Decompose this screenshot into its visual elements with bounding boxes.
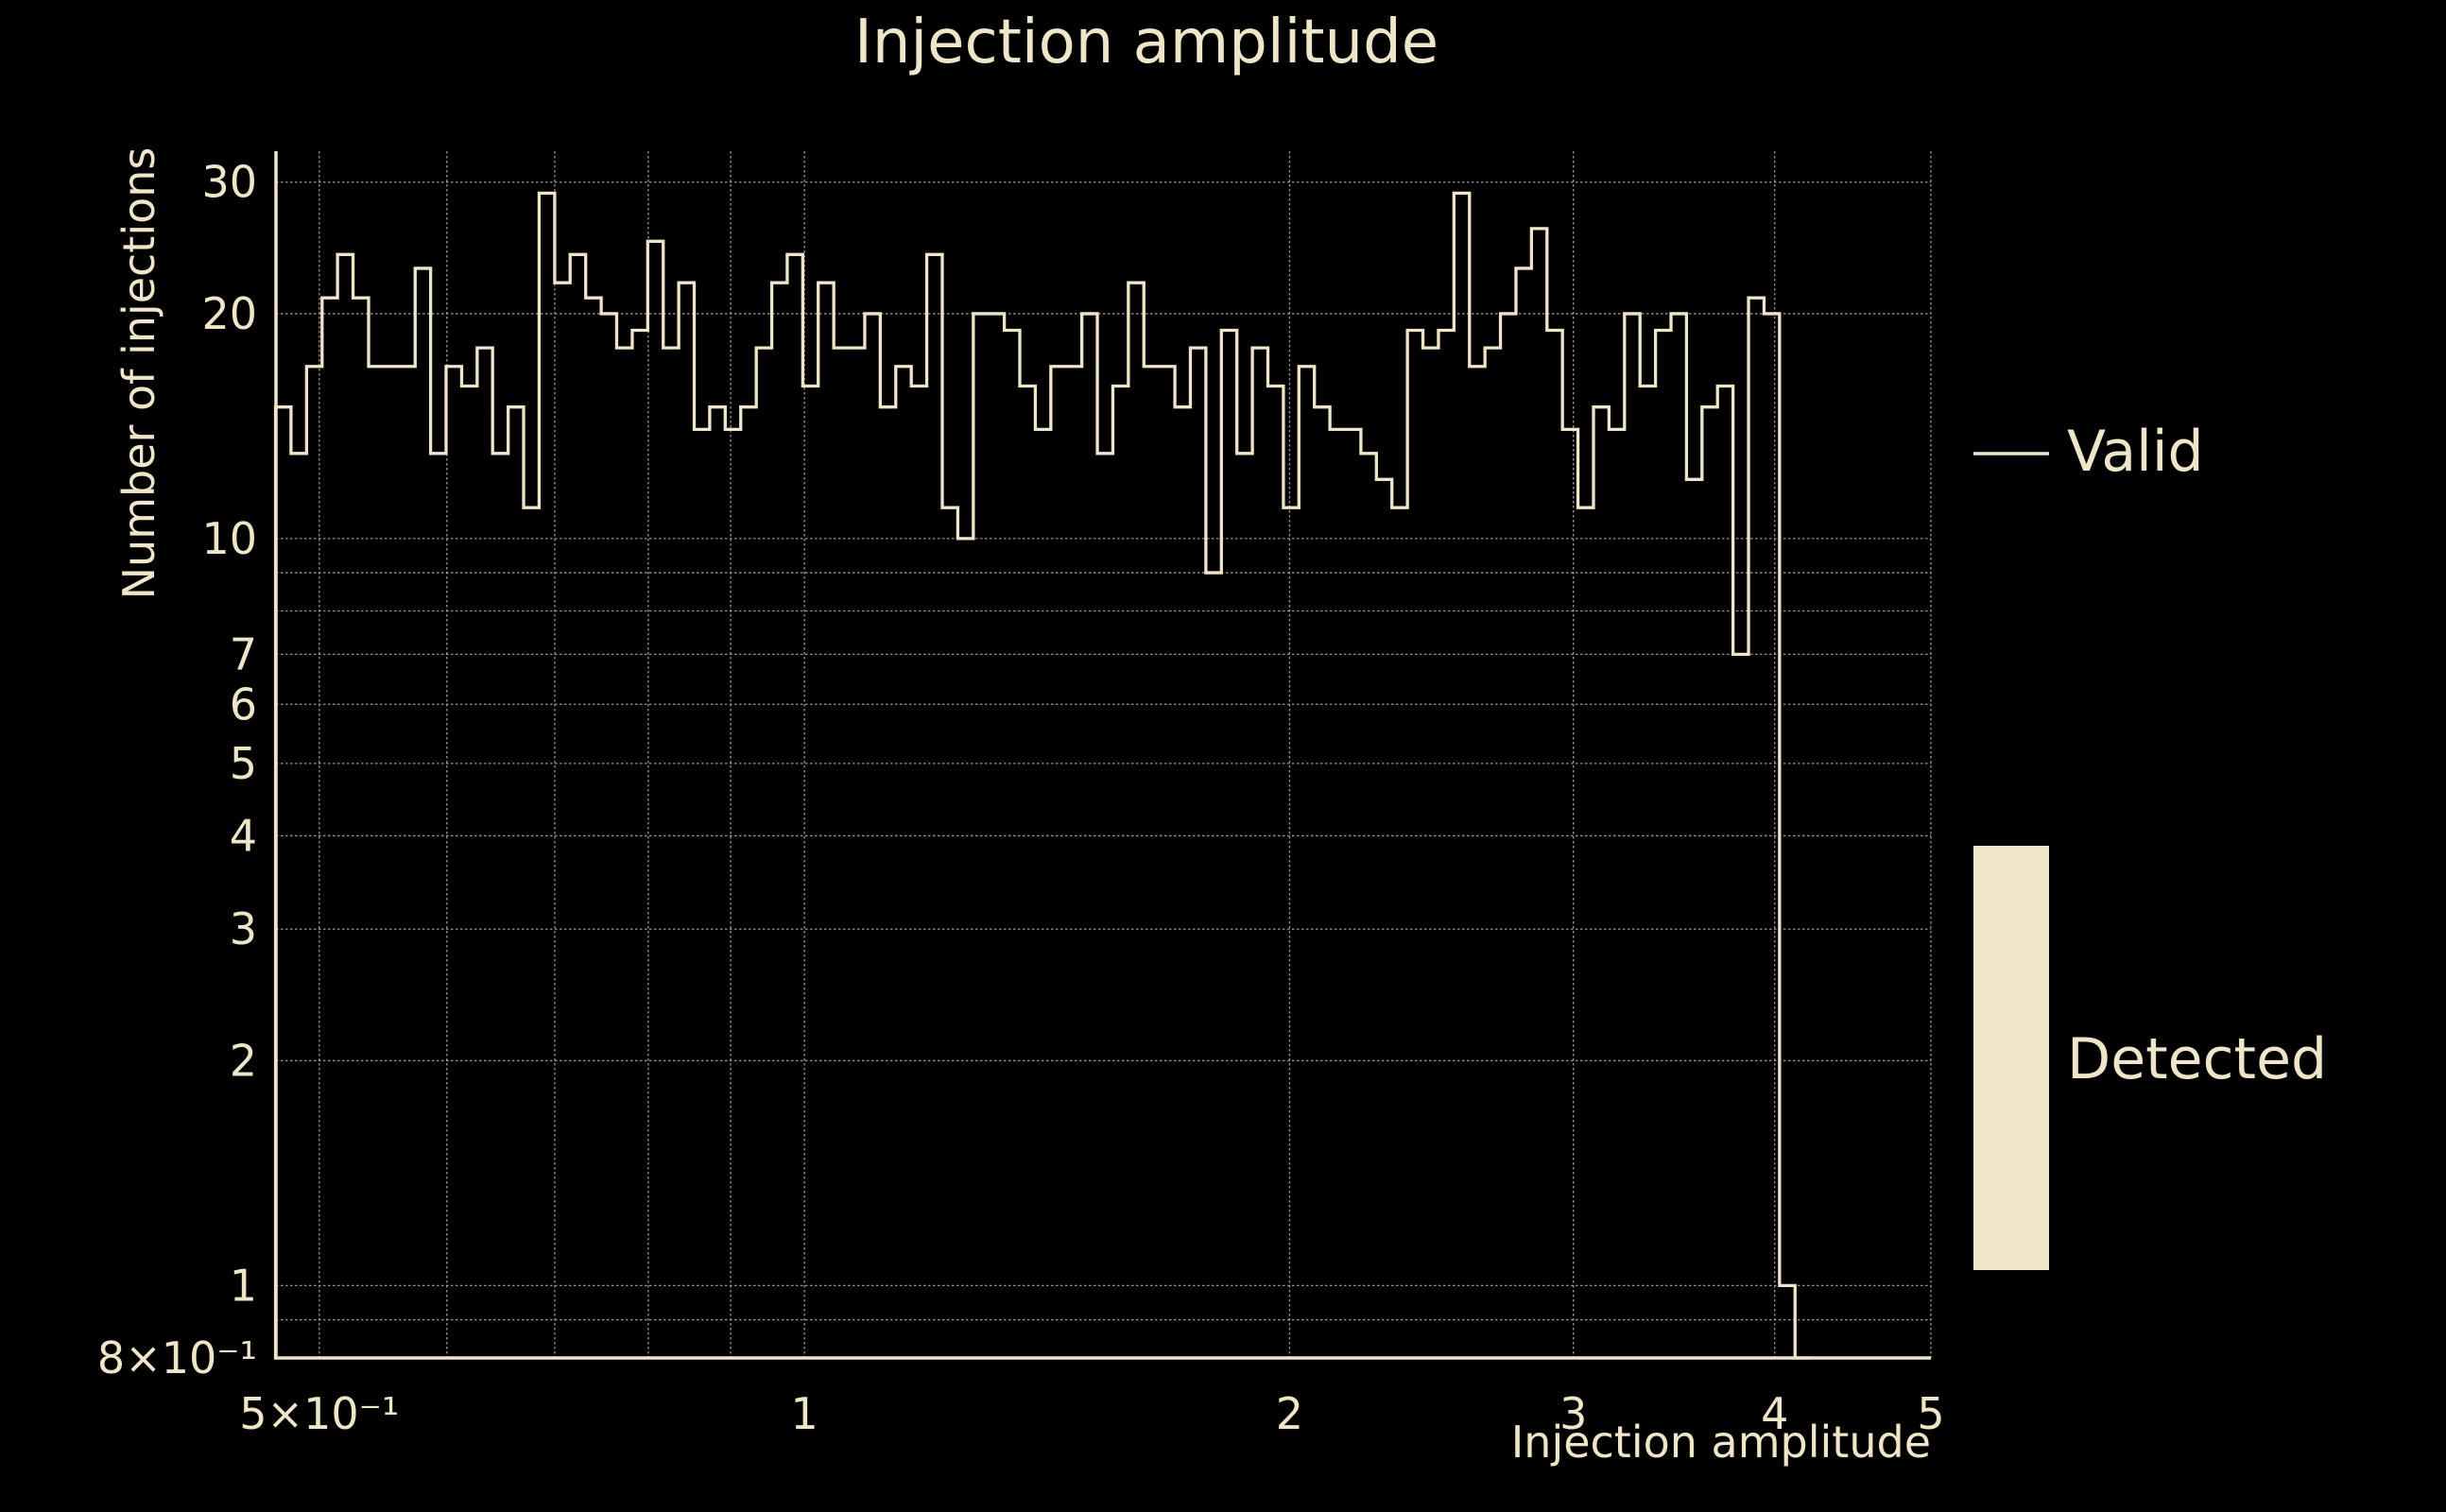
legend: Valid Detected bbox=[1973, 419, 2327, 1270]
y-tick-label: 7 bbox=[230, 628, 257, 679]
x-tick-label: 1 bbox=[790, 1388, 818, 1439]
y-tick-label: 5 bbox=[230, 738, 257, 789]
y-tick-label: 6 bbox=[230, 679, 257, 730]
tick-labels: 5×10⁻¹ 1 2 3 4 5 8×10⁻¹ 1 2 3 4 5 67 10 20 30 bbox=[97, 157, 1945, 1439]
x-tick-label: 3 bbox=[1559, 1388, 1587, 1439]
y-axis-label: Number of injections bbox=[113, 147, 164, 600]
legend-valid-label: Valid bbox=[2067, 419, 2204, 485]
x-tick-label: 4 bbox=[1761, 1388, 1788, 1439]
y-tick-label: 30 bbox=[201, 157, 257, 208]
legend-detected-label: Detected bbox=[2067, 1026, 2327, 1092]
y-tick-label: 20 bbox=[201, 288, 257, 339]
y-tick-label: 8×10⁻¹ bbox=[97, 1332, 257, 1383]
y-tick-label: 1 bbox=[230, 1260, 257, 1311]
y-tick-label: 2 bbox=[230, 1035, 257, 1086]
valid-histogram-line bbox=[273, 191, 1811, 1360]
x-axis-label: Injection amplitude bbox=[1511, 1417, 1931, 1468]
x-tick-label: 5×10⁻¹ bbox=[239, 1388, 399, 1439]
legend-detected-box-symbol bbox=[1973, 846, 2049, 1270]
y-tick-label: 3 bbox=[230, 903, 257, 954]
x-tick-label: 2 bbox=[1276, 1388, 1303, 1439]
grid-lines bbox=[276, 151, 1932, 1358]
chart-title: Injection amplitude bbox=[854, 8, 1438, 77]
y-tick-label: 10 bbox=[201, 513, 257, 564]
y-tick-label: 4 bbox=[230, 810, 257, 861]
axes bbox=[274, 151, 1931, 1360]
series-layer bbox=[273, 191, 1811, 1360]
x-tick-label: 5 bbox=[1917, 1388, 1944, 1439]
